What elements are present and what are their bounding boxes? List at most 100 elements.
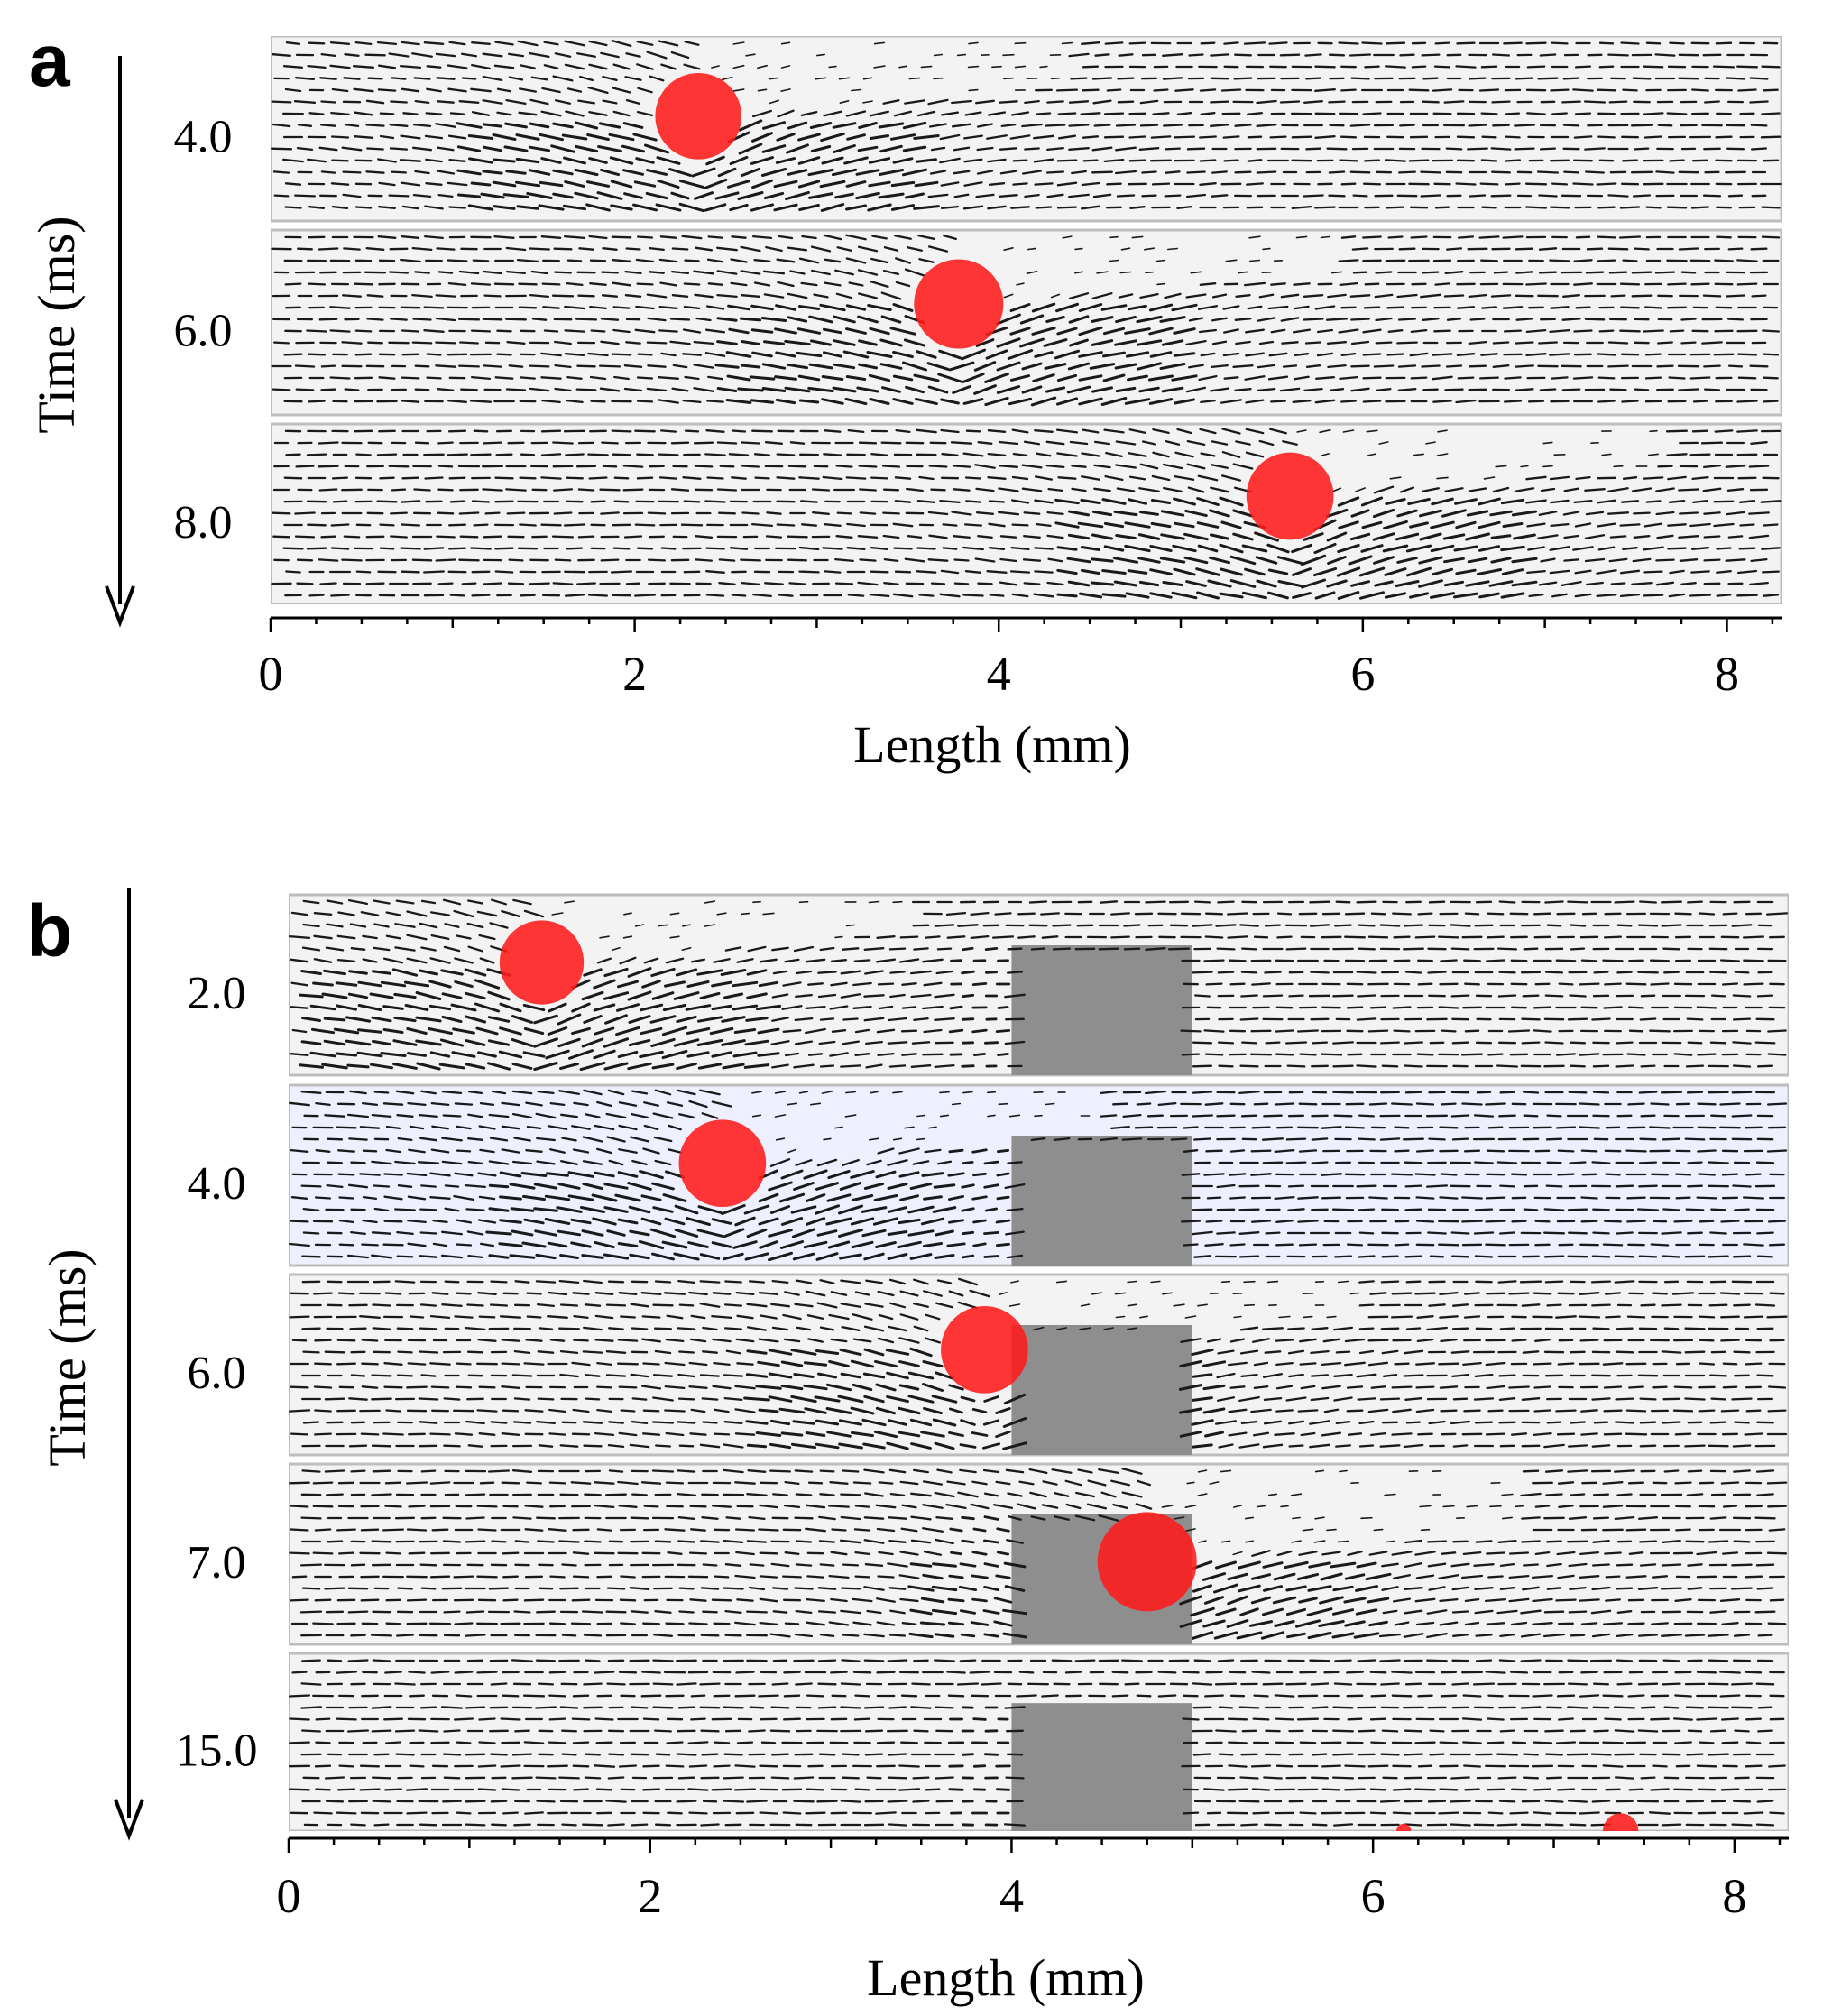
velocity-vector [424,476,444,480]
velocity-vector [790,1349,817,1356]
velocity-vector [1238,1208,1260,1211]
velocity-vector [1321,1196,1342,1200]
velocity-vector [1573,499,1593,504]
velocity-vector [451,1051,476,1058]
velocity-vector [529,51,550,59]
velocity-vector [1358,1231,1375,1235]
velocity-vector [631,1327,649,1330]
velocity-vector [1580,1220,1598,1223]
velocity-vector [845,476,867,480]
velocity-vector [1570,1064,1586,1068]
velocity-vector [612,259,631,262]
obstacle [1011,1136,1192,1266]
velocity-vector [535,1280,557,1284]
velocity-vector [335,981,358,987]
velocity-vector [797,305,821,310]
velocity-vector [716,270,738,275]
velocity-vector [929,170,947,175]
velocity-vector [1003,77,1014,80]
velocity-vector [1082,88,1100,92]
velocity-vector [606,1229,626,1237]
velocity-vector [336,1362,356,1366]
velocity-vector [573,1314,589,1320]
velocity-vector [635,305,655,310]
velocity-vector [1329,388,1345,391]
velocity-vector [1655,558,1675,562]
velocity-vector [1011,428,1029,434]
velocity-vector [1751,294,1767,298]
velocity-vector [1217,1041,1235,1045]
velocity-vector [1056,206,1078,209]
velocity-vector [676,1015,697,1024]
velocity-vector [1743,1315,1764,1319]
velocity-vector [878,1313,894,1321]
velocity-vector [716,317,738,322]
velocity-vector [771,1326,789,1331]
velocity-vector [762,270,786,275]
velocity-vector [505,98,527,106]
velocity-vector [1586,247,1604,251]
velocity-vector [416,1062,441,1071]
velocity-vector [1686,1091,1704,1094]
velocity-vector [435,123,456,128]
velocity-vector [837,1395,864,1404]
velocity-vector [1515,388,1534,391]
velocity-vector [1034,570,1054,574]
velocity-vector [735,1338,755,1343]
velocity-vector [1485,1220,1506,1223]
velocity-vector [1491,100,1511,104]
velocity-vector [858,122,878,129]
velocity-vector [1437,429,1448,433]
velocity-vector [610,204,633,211]
velocity-vector [1440,1173,1458,1176]
velocity-vector [1045,386,1066,393]
velocity-vector [1721,1173,1739,1176]
velocity-vector [1649,1029,1671,1033]
velocity-vector [732,41,745,45]
velocity-vector [1698,1315,1716,1319]
velocity-vector [1297,1029,1319,1033]
velocity-vector [939,1114,950,1118]
velocity-vector [1035,206,1053,209]
velocity-vector [793,1182,815,1191]
velocity-vector [1245,328,1265,334]
velocity-vector [516,205,539,210]
velocity-vector [564,329,585,333]
velocity-vector [661,1049,688,1060]
velocity-vector [901,168,928,177]
velocity-vector [1549,206,1570,209]
velocity-vector [1104,474,1124,482]
velocity-vector [1314,591,1336,600]
velocity-vector [771,1279,789,1284]
velocity-vector [711,1051,732,1058]
velocity-vector [458,100,480,104]
velocity-vector [1320,1053,1343,1056]
velocity-vector [836,246,852,252]
velocity-vector [511,1112,533,1119]
velocity-vector [949,1005,963,1010]
velocity-vector [608,133,635,142]
velocity-vector [547,1291,568,1296]
velocity-vector [1118,293,1134,299]
velocity-vector [1441,509,1467,518]
velocity-vector [1346,1385,1364,1389]
velocity-vector [916,570,937,574]
velocity-vector [870,453,888,456]
velocity-vector [971,982,988,986]
velocity-vector [1445,364,1463,368]
velocity-vector [1127,569,1148,575]
velocity-vector [1056,327,1078,336]
velocity-vector [939,133,961,141]
velocity-vector [505,246,527,252]
velocity-vector [1186,147,1206,151]
velocity-vector [399,64,422,69]
velocity-vector [1004,1183,1026,1190]
velocity-vector [1102,327,1126,336]
velocity-vector [1335,900,1351,904]
velocity-vector [798,476,820,480]
velocity-vector [513,1349,531,1355]
velocity-vector [1114,339,1137,346]
velocity-vector [1216,1183,1236,1189]
velocity-vector [1138,147,1160,151]
velocity-vector [652,1396,674,1402]
